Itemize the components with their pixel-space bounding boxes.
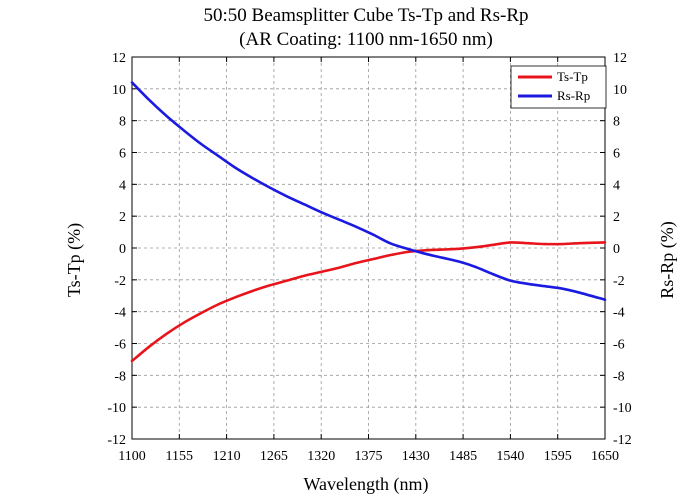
x-tick-label: 1650: [591, 449, 619, 464]
y-tick-label-right: 0: [613, 242, 620, 257]
y-tick-label-left: -2: [114, 274, 126, 289]
x-tick-label: 1540: [496, 449, 524, 464]
legend-box: [510, 65, 607, 109]
axis-ticks: [131, 56, 606, 440]
y-tick-label-left: -10: [107, 401, 126, 416]
y-tick-label-right: -4: [613, 306, 625, 321]
y-tick-label-right: 8: [613, 115, 620, 130]
y-tick-label-left: 10: [112, 83, 126, 98]
y-tick-label-right: -12: [613, 433, 632, 448]
y-axis-label-left: Ts-Tp (%): [64, 223, 85, 297]
y-tick-label-left: 12: [112, 51, 126, 66]
y-tick-label-right: 2: [613, 210, 620, 225]
y-tick-label-left: -4: [114, 306, 126, 321]
legend-label-ts-tp: Ts-Tp: [557, 69, 588, 84]
y-tick-label-right: -10: [613, 401, 632, 416]
series-group: [130, 81, 607, 363]
y-tick-label-left: 2: [119, 210, 126, 225]
x-tick-label: 1430: [402, 449, 430, 464]
x-tick-label: 1100: [118, 449, 145, 464]
tick-labels: 1100 1155 1210 1265 1320 1375 1430 1485 1540 1595…: [107, 51, 631, 464]
y-tick-label-right: 10: [613, 83, 627, 98]
y-tick-label-left: 0: [119, 242, 126, 257]
x-tick-label: 1375: [355, 449, 383, 464]
series-line-ts-tp: [130, 241, 607, 363]
x-axis-label: Wavelength (nm): [303, 474, 428, 495]
grid: [132, 57, 605, 439]
y-tick-label-left: 6: [119, 147, 126, 162]
x-tick-label: 1485: [449, 449, 477, 464]
y-tick-label-right: -6: [613, 338, 625, 353]
x-tick-label: 1265: [260, 449, 288, 464]
y-tick-label-left: 4: [119, 178, 126, 193]
y-tick-label-right: -8: [613, 369, 625, 384]
x-tick-label: 1595: [544, 449, 572, 464]
x-tick-label: 1320: [307, 449, 335, 464]
legend: Ts-Tp Rs-Rp: [510, 65, 607, 109]
y-tick-label-right: -2: [613, 274, 625, 289]
chart-subtitle: (AR Coating: 1100 nm-1650 nm): [239, 29, 493, 50]
y-tick-label-right: 12: [613, 51, 627, 66]
y-tick-label-right: 6: [613, 147, 620, 162]
y-tick-label-left: -8: [114, 369, 126, 384]
x-tick-label: 1155: [166, 449, 193, 464]
y-axis-label-right: Rs-Rp (%): [657, 221, 678, 299]
y-tick-label-left: -6: [114, 338, 126, 353]
series-line-rs-rp: [130, 81, 607, 302]
y-tick-label-right: 4: [613, 178, 620, 193]
y-tick-label-left: 8: [119, 115, 126, 130]
legend-label-rs-rp: Rs-Rp: [557, 88, 590, 103]
chart-title: 50:50 Beamsplitter Cube Ts-Tp and Rs-Rp: [204, 5, 529, 26]
y-tick-label-left: -12: [107, 433, 126, 448]
x-tick-label: 1210: [213, 449, 241, 464]
